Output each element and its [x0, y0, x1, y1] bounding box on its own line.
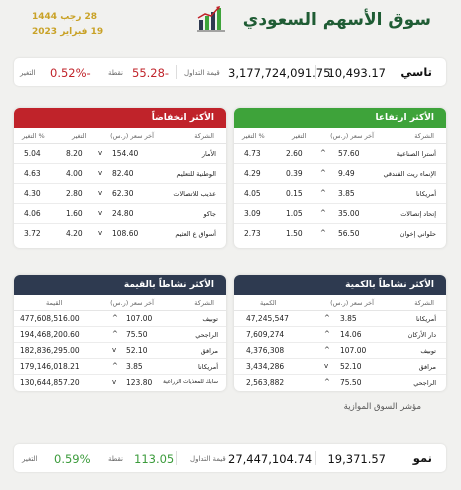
table-row[interactable]: الأمار 154.40 v 8.20 5.04 — [14, 144, 226, 164]
up-arrow-icon: ^ — [320, 169, 326, 177]
tasi-points-value: 55.28- — [132, 66, 170, 80]
tasi-points-label: نقطة — [108, 69, 123, 77]
top-gainers-header: الأكثر ارتفاعا — [234, 108, 446, 128]
up-arrow-icon: ^ — [324, 346, 330, 354]
table-row[interactable]: إتحاد إتصالات 35.00 ^ 1.05 3.09 — [234, 204, 446, 224]
bar-chart-logo-icon — [195, 4, 233, 34]
table-row[interactable]: الراجحي 75.50 ^ 2,563,882 — [246, 378, 436, 387]
tasi-change-label: التغير — [20, 69, 36, 77]
col-last-price: آخر سعر (ر.س) — [110, 299, 154, 307]
col-company: الشركة — [194, 299, 214, 307]
table-row[interactable]: الوطنية للتعليم 82.40 v 4.00 4.63 — [14, 164, 226, 184]
top-gainers-panel: الأكثر ارتفاعا الشركة آخر سعر (ر.س) التغ… — [234, 108, 446, 248]
page-title: سوق الأسهم السعودي — [242, 10, 431, 30]
table-row[interactable]: دار الأركان 14.06 ^ 7,609,274 — [234, 327, 446, 343]
down-arrow-icon: v — [98, 189, 103, 197]
col-last-price: آخر سعر (ر.س) — [330, 132, 374, 140]
table-row[interactable]: أمريكانا 3.85 ^ 179,146,018.21 — [14, 359, 226, 375]
up-arrow-icon: ^ — [320, 209, 326, 217]
down-arrow-icon: v — [324, 362, 329, 370]
down-arrow-icon: v — [112, 346, 117, 354]
col-last-price: آخر سعر (ر.س) — [110, 132, 154, 140]
nomu-points-label: نقطة — [108, 455, 123, 463]
down-arrow-icon: v — [98, 229, 103, 237]
tasi-change-value: 0.52%- — [50, 66, 91, 80]
gainers-column-headers: الشركة آخر سعر (ر.س) التغير التغير % — [234, 128, 446, 144]
table-row[interactable]: جاكو 24.80 v 1.60 4.06 — [14, 204, 226, 224]
tasi-summary-bar: تاسي 10,493.17 قيمة التداول 3,177,724,09… — [14, 58, 446, 86]
hijri-date: 28 رجب 1444 — [32, 12, 98, 22]
top-losers-panel: الأكثر انخفاضاً الشركة آخر سعر (ر.س) الت… — [14, 108, 226, 248]
value-rows: توبيف 107.00 ^ 477,608,516.00 الراجحي 75… — [14, 311, 226, 391]
quantity-column-headers: الشركة آخر سعر (ر.س) الكمية — [234, 295, 446, 311]
nomu-change-label: التغير — [22, 455, 38, 463]
table-row[interactable]: الراجحي 75.50 ^ 194,468,200.60 — [14, 327, 226, 343]
tasi-label: تاسي — [400, 65, 432, 79]
gainers-rows: أسترا الصناعية 57.60 ^ 2.60 4.73 الإنماء… — [234, 144, 446, 244]
col-change-pct: التغير % — [242, 132, 265, 140]
gregorian-date: 19 فبراير 2023 — [32, 27, 104, 37]
nomu-summary-bar: نمو 19,371.57 قيمة التداول 27,447,104.74… — [14, 444, 446, 472]
up-arrow-icon: ^ — [324, 314, 330, 322]
nomu-value: 19,371.57 — [327, 452, 386, 466]
col-company: الشركة — [414, 132, 434, 140]
tasi-value: 10,493.17 — [327, 66, 386, 80]
col-value: القيمة — [46, 299, 63, 307]
table-row[interactable]: أسترا الصناعية 57.60 ^ 2.60 4.73 — [234, 144, 446, 164]
table-row[interactable]: أمريكانا 3.85 ^ 47,245,547 — [234, 311, 446, 327]
losers-rows: الأمار 154.40 v 8.20 5.04 الوطنية للتعلي… — [14, 144, 226, 244]
up-arrow-icon: ^ — [324, 330, 330, 338]
most-active-by-value-header: الأكثر نشاطاً بالقيمة — [14, 275, 226, 295]
nomu-change-value: 0.59% — [54, 452, 91, 466]
up-arrow-icon: ^ — [320, 229, 326, 237]
col-quantity: الكمية — [260, 299, 277, 307]
table-row[interactable]: عذيب للاتصالات 62.30 v 2.80 4.30 — [14, 184, 226, 204]
col-change-pct: التغير % — [22, 132, 45, 140]
most-active-by-value-panel: الأكثر نشاطاً بالقيمة الشركة آخر سعر (ر.… — [14, 275, 226, 391]
nomu-points-value: 113.05 — [134, 452, 175, 466]
col-change: التغير — [72, 132, 87, 140]
table-row[interactable]: مرافق 52.10 v 3,434,286 — [234, 359, 446, 375]
up-arrow-icon: ^ — [320, 149, 326, 157]
most-active-by-quantity-header: الأكثر نشاطاً بالكمية — [234, 275, 446, 295]
tasi-turnover-value: 3,177,724,091.75 — [228, 66, 331, 80]
down-arrow-icon: v — [98, 169, 103, 177]
nomu-turnover-label: قيمة التداول — [190, 455, 226, 463]
up-arrow-icon: ^ — [320, 189, 326, 197]
parallel-market-label: مؤشر السوق الموازية — [343, 402, 421, 412]
quantity-rows: أمريكانا 3.85 ^ 47,245,547 دار الأركان 1… — [234, 311, 446, 391]
top-losers-header: الأكثر انخفاضاً — [14, 108, 226, 128]
table-row[interactable]: توبيف 107.00 ^ 477,608,516.00 — [14, 311, 226, 327]
table-row[interactable]: مرافق 52.10 v 182,836,295.00 — [14, 343, 226, 359]
col-change: التغير — [292, 132, 307, 140]
table-row[interactable]: حلواني إخوان 56.50 ^ 1.50 2.73 — [244, 229, 436, 238]
down-arrow-icon: v — [98, 149, 103, 157]
nomu-label: نمو — [412, 451, 432, 465]
table-row[interactable]: أسواق ع العثيم 108.60 v 4.20 3.72 — [24, 229, 216, 238]
up-arrow-icon: ^ — [112, 314, 118, 322]
tasi-turnover-label: قيمة التداول — [184, 69, 220, 77]
col-company: الشركة — [414, 299, 434, 307]
col-last-price: آخر سعر (ر.س) — [330, 299, 374, 307]
down-arrow-icon: v — [112, 378, 117, 386]
table-row[interactable]: توبيف 107.00 ^ 4,376,308 — [234, 343, 446, 359]
table-row[interactable]: الإنماء ريت الفندقي 9.49 ^ 0.39 4.29 — [234, 164, 446, 184]
up-arrow-icon: ^ — [324, 378, 330, 386]
up-arrow-icon: ^ — [112, 362, 118, 370]
table-row[interactable]: سابك للمغذيات الزراعية 123.80 v 130,644,… — [20, 378, 218, 387]
col-company: الشركة — [194, 132, 214, 140]
losers-column-headers: الشركة آخر سعر (ر.س) التغير التغير % — [14, 128, 226, 144]
up-arrow-icon: ^ — [112, 330, 118, 338]
most-active-by-quantity-panel: الأكثر نشاطاً بالكمية الشركة آخر سعر (ر.… — [234, 275, 446, 391]
nomu-turnover-value: 27,447,104.74 — [228, 452, 313, 466]
down-arrow-icon: v — [98, 209, 103, 217]
table-row[interactable]: أمريكانا 3.85 ^ 0.15 4.05 — [234, 184, 446, 204]
value-column-headers: الشركة آخر سعر (ر.س) القيمة — [14, 295, 226, 311]
